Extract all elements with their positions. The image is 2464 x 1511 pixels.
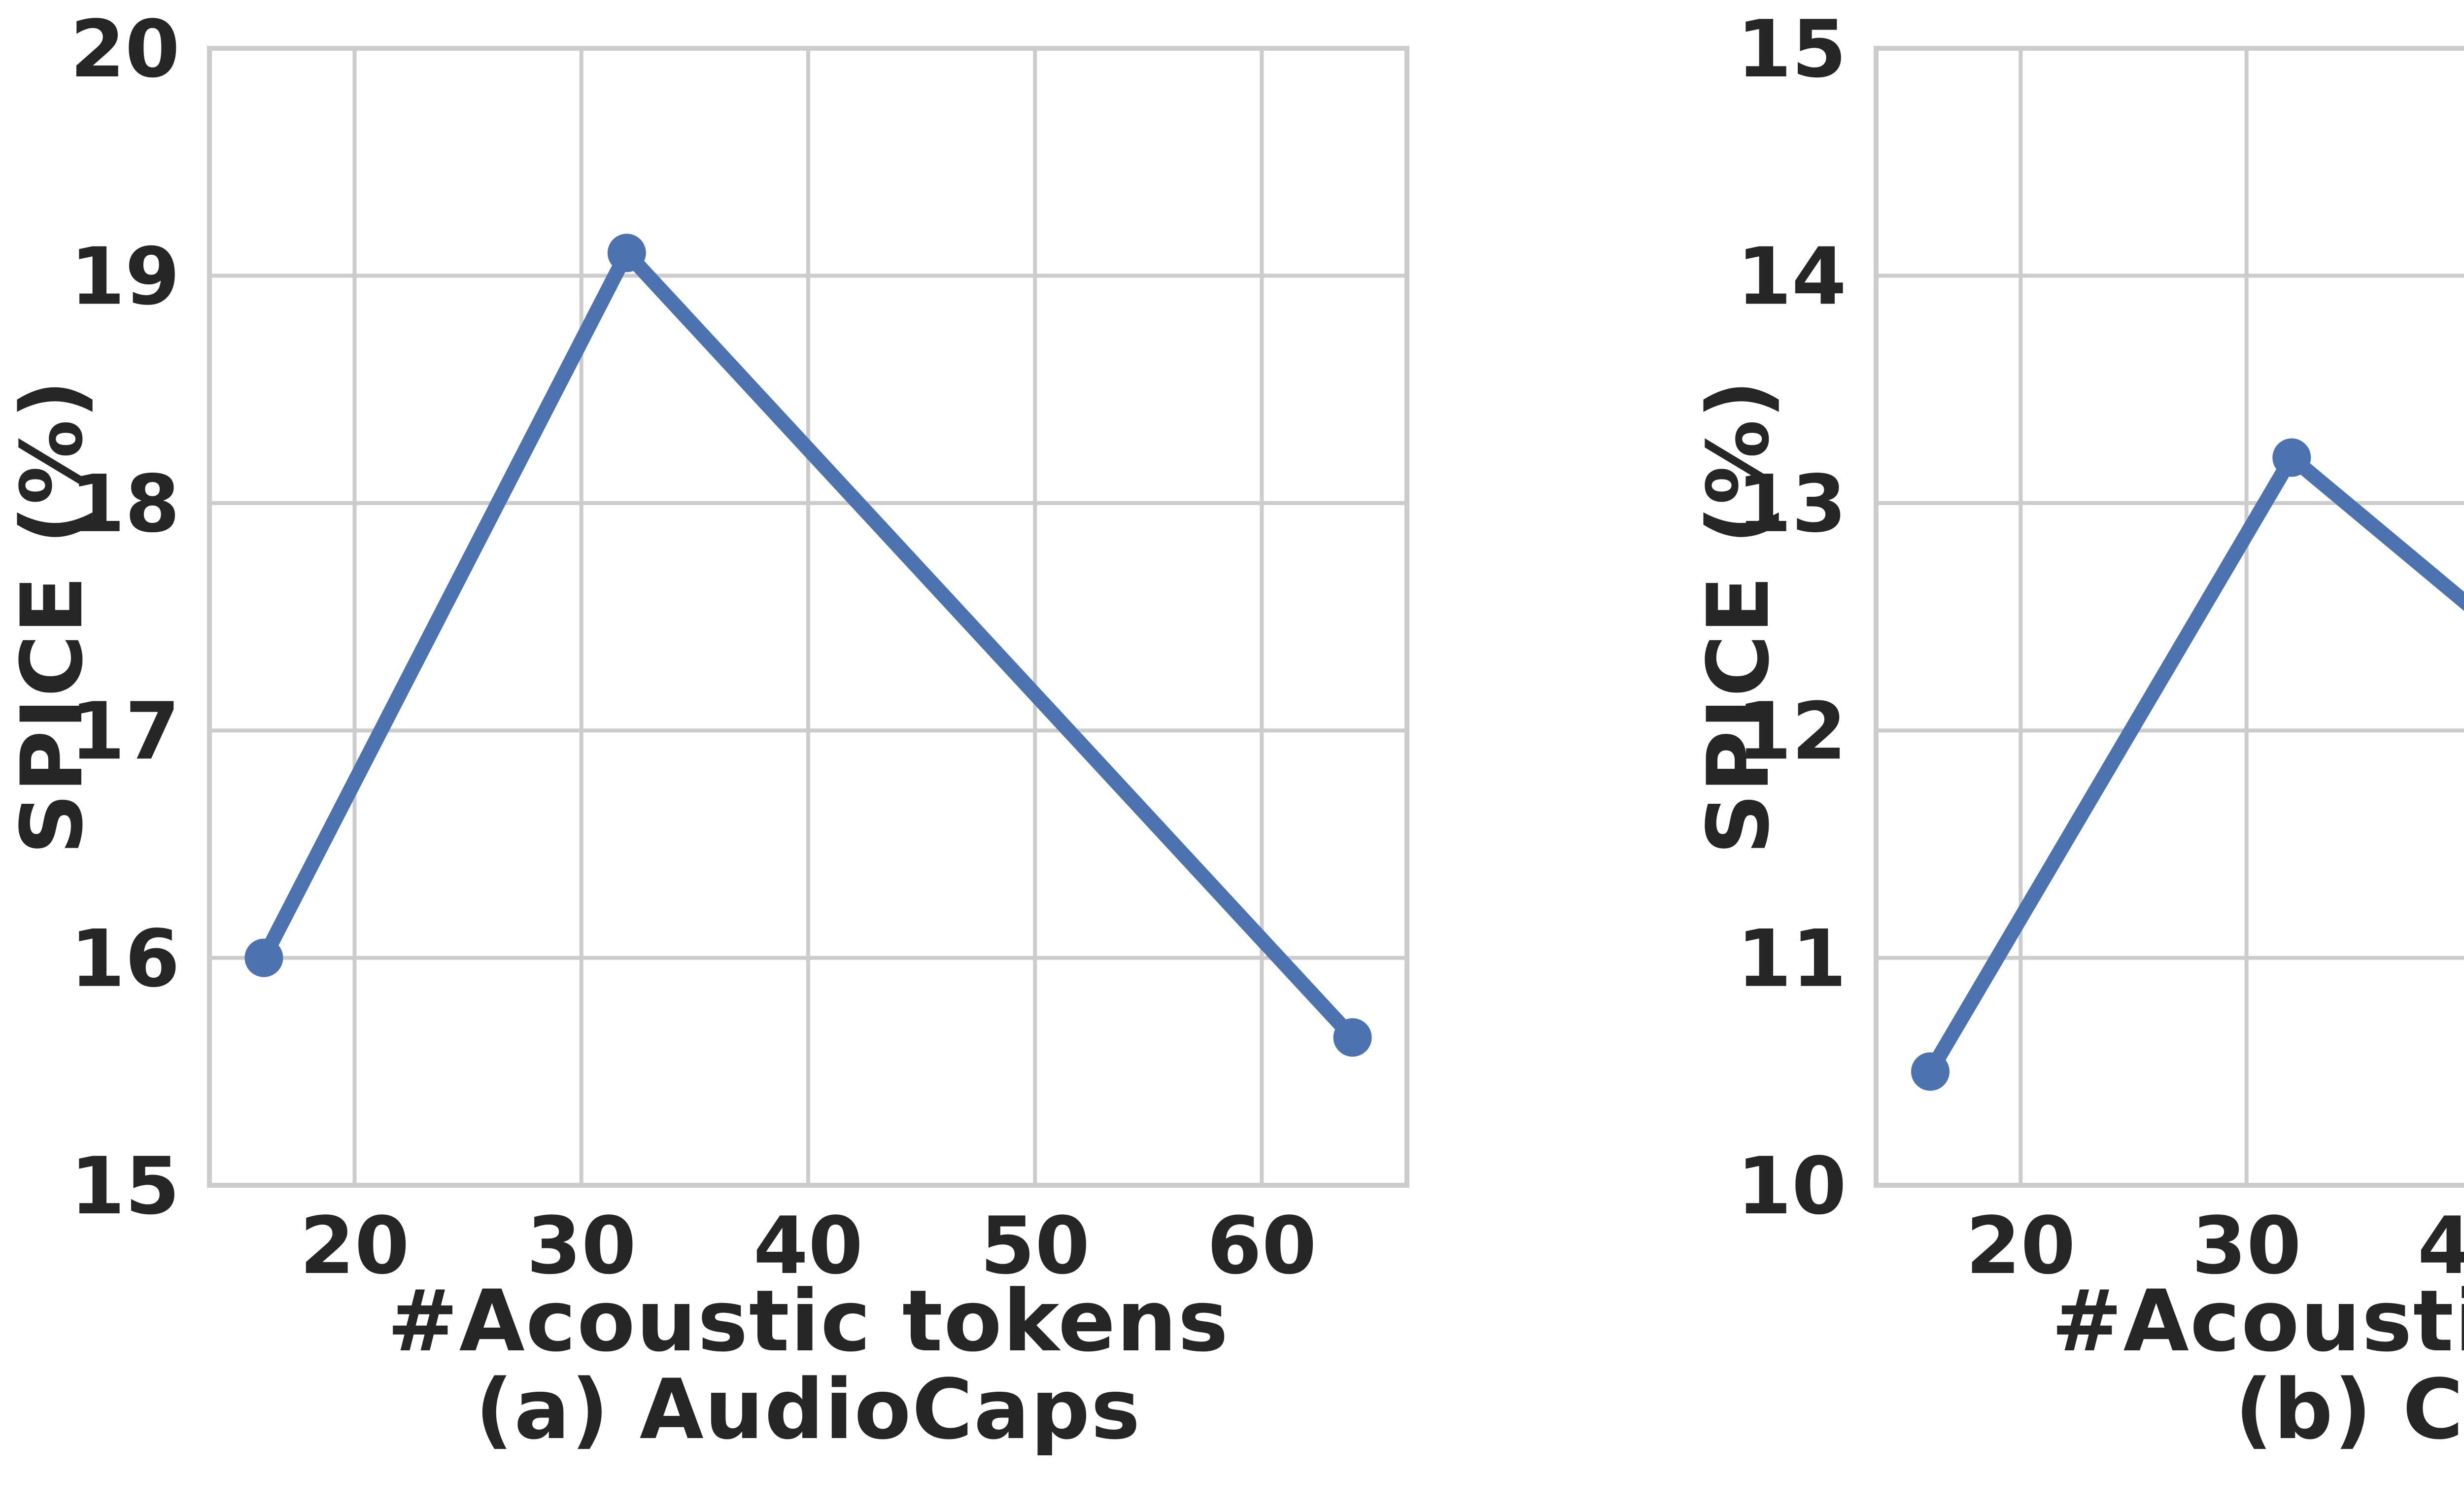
line-chart-audiocaps: 15 16 17 18 19 20 20 30 40 50 60#Acoustic tokens SP… [2,3,1409,1360]
y-tick-label: 10 [1737,1140,1847,1232]
y-tick-label: 17 [70,685,180,777]
plot-border [1874,46,2464,1188]
y-axis-label: SPICE (%) [2,379,102,855]
plot-border [207,46,1409,1188]
x-tick-label: 60 [1207,1200,1317,1292]
caption-audiocaps: (a) AudioCaps [475,1361,1141,1458]
x-tick-label: 50 [980,1200,1090,1292]
y-axis-label: SPICE (%) [1689,379,1788,855]
x-tick-label: 30 [526,1200,636,1292]
y-tick-label: 15 [1737,3,1847,95]
x-tick-label: 20 [1966,1200,2076,1292]
data-point-marker [2272,438,2311,477]
x-tick-label: 30 [2191,1200,2301,1292]
x-axis-label: #Acoustic tokens [2052,1271,2464,1360]
y-tick-label: 15 [70,1140,180,1232]
data-point-marker [1333,1018,1372,1057]
y-tick-label: 18 [70,458,180,550]
line-chart-clotho: 1011121314152030405060#Acoustic tokensSP… [1689,3,2464,1360]
data-point-marker [607,234,646,273]
y-tick-label: 19 [70,230,180,322]
x-axis-label: #Acoustic tokens [387,1271,1230,1360]
y-tick-label: 13 [1737,458,1847,550]
y-tick-label: 12 [1737,685,1847,777]
y-tick-label: 20 [70,3,180,95]
data-point-marker [244,938,283,977]
x-tick-label: 20 [300,1200,410,1292]
x-tick-label: 40 [2418,1200,2464,1292]
x-tick-label: 40 [753,1200,863,1292]
y-tick-label: 16 [70,913,180,1005]
data-point-marker [1911,1052,1950,1091]
chart-panel-clotho: 1011121314152030405060#Acoustic tokensSP… [1551,0,2464,1511]
chart-panel-audiocaps: 15 16 17 18 19 20 20 30 40 50 60 #Acoustic tokens SP… [2,3,1409,1458]
caption-clotho: (b) Clotho [2235,1361,2464,1458]
y-tick-label: 11 [1737,913,1847,1005]
y-tick-label: 14 [1737,230,1847,322]
